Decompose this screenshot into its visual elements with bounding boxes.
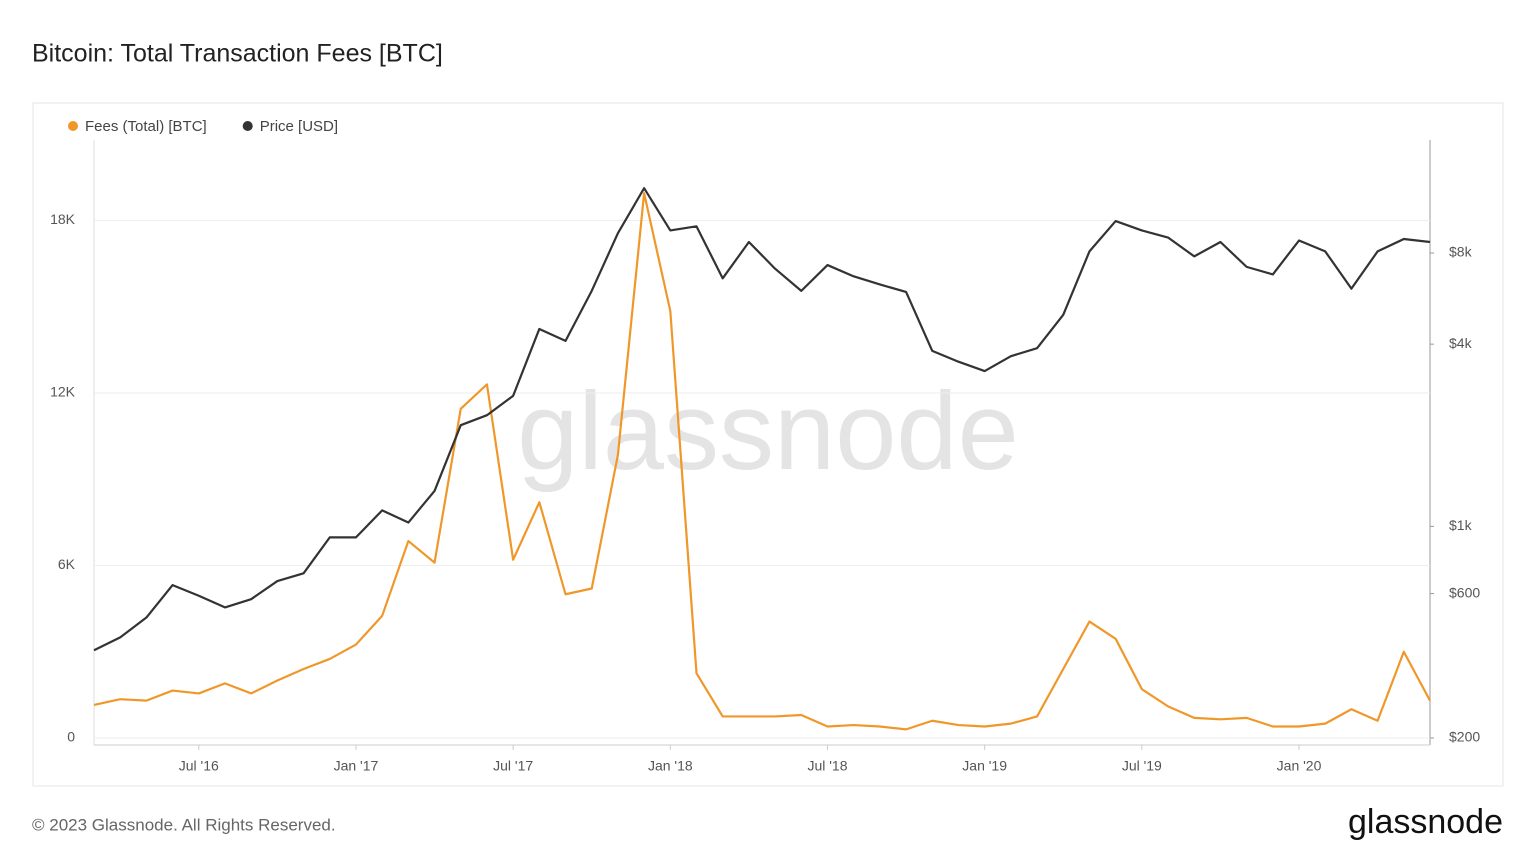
x-tick-label: Jul '17 [493,758,533,774]
x-tick-label: Jan '18 [648,758,693,774]
x-tick-label: Jul '19 [1122,758,1162,774]
y2-tick-label: $600 [1449,584,1480,600]
x-tick-label: Jul '18 [807,758,847,774]
footer: © 2023 Glassnode. All Rights Reserved. [32,815,336,834]
y2-tick-label: $4k [1449,335,1473,351]
legend-marker [242,121,253,131]
series-line [93,187,1431,652]
x-tick-label: Jul '16 [179,758,219,774]
legend-label: Price [USD] [260,118,338,135]
y2-tick-label: $8k [1449,244,1473,260]
y2-tick-label: $200 [1449,729,1480,745]
x-tick-label: Jan '19 [962,758,1007,774]
x-tick-label: Jan '17 [334,758,379,774]
x-tick-label: Jan '20 [1277,758,1322,774]
y-tick-label: 18K [50,211,76,227]
chart-title: Bitcoin: Total Transaction Fees [BTC] [32,40,443,68]
brand-logo: glassnode [1348,803,1503,841]
legend-marker [68,121,78,131]
y-tick-label: 12K [50,384,76,400]
y-tick-label: 0 [67,729,75,745]
legend-label: Fees (Total) [BTC] [85,118,207,135]
chart-card [32,102,1504,787]
y2-tick-label: $1k [1449,517,1473,533]
watermark: glassnode [517,370,1019,493]
y-tick-label: 6K [58,556,76,572]
series-line [93,192,1431,731]
